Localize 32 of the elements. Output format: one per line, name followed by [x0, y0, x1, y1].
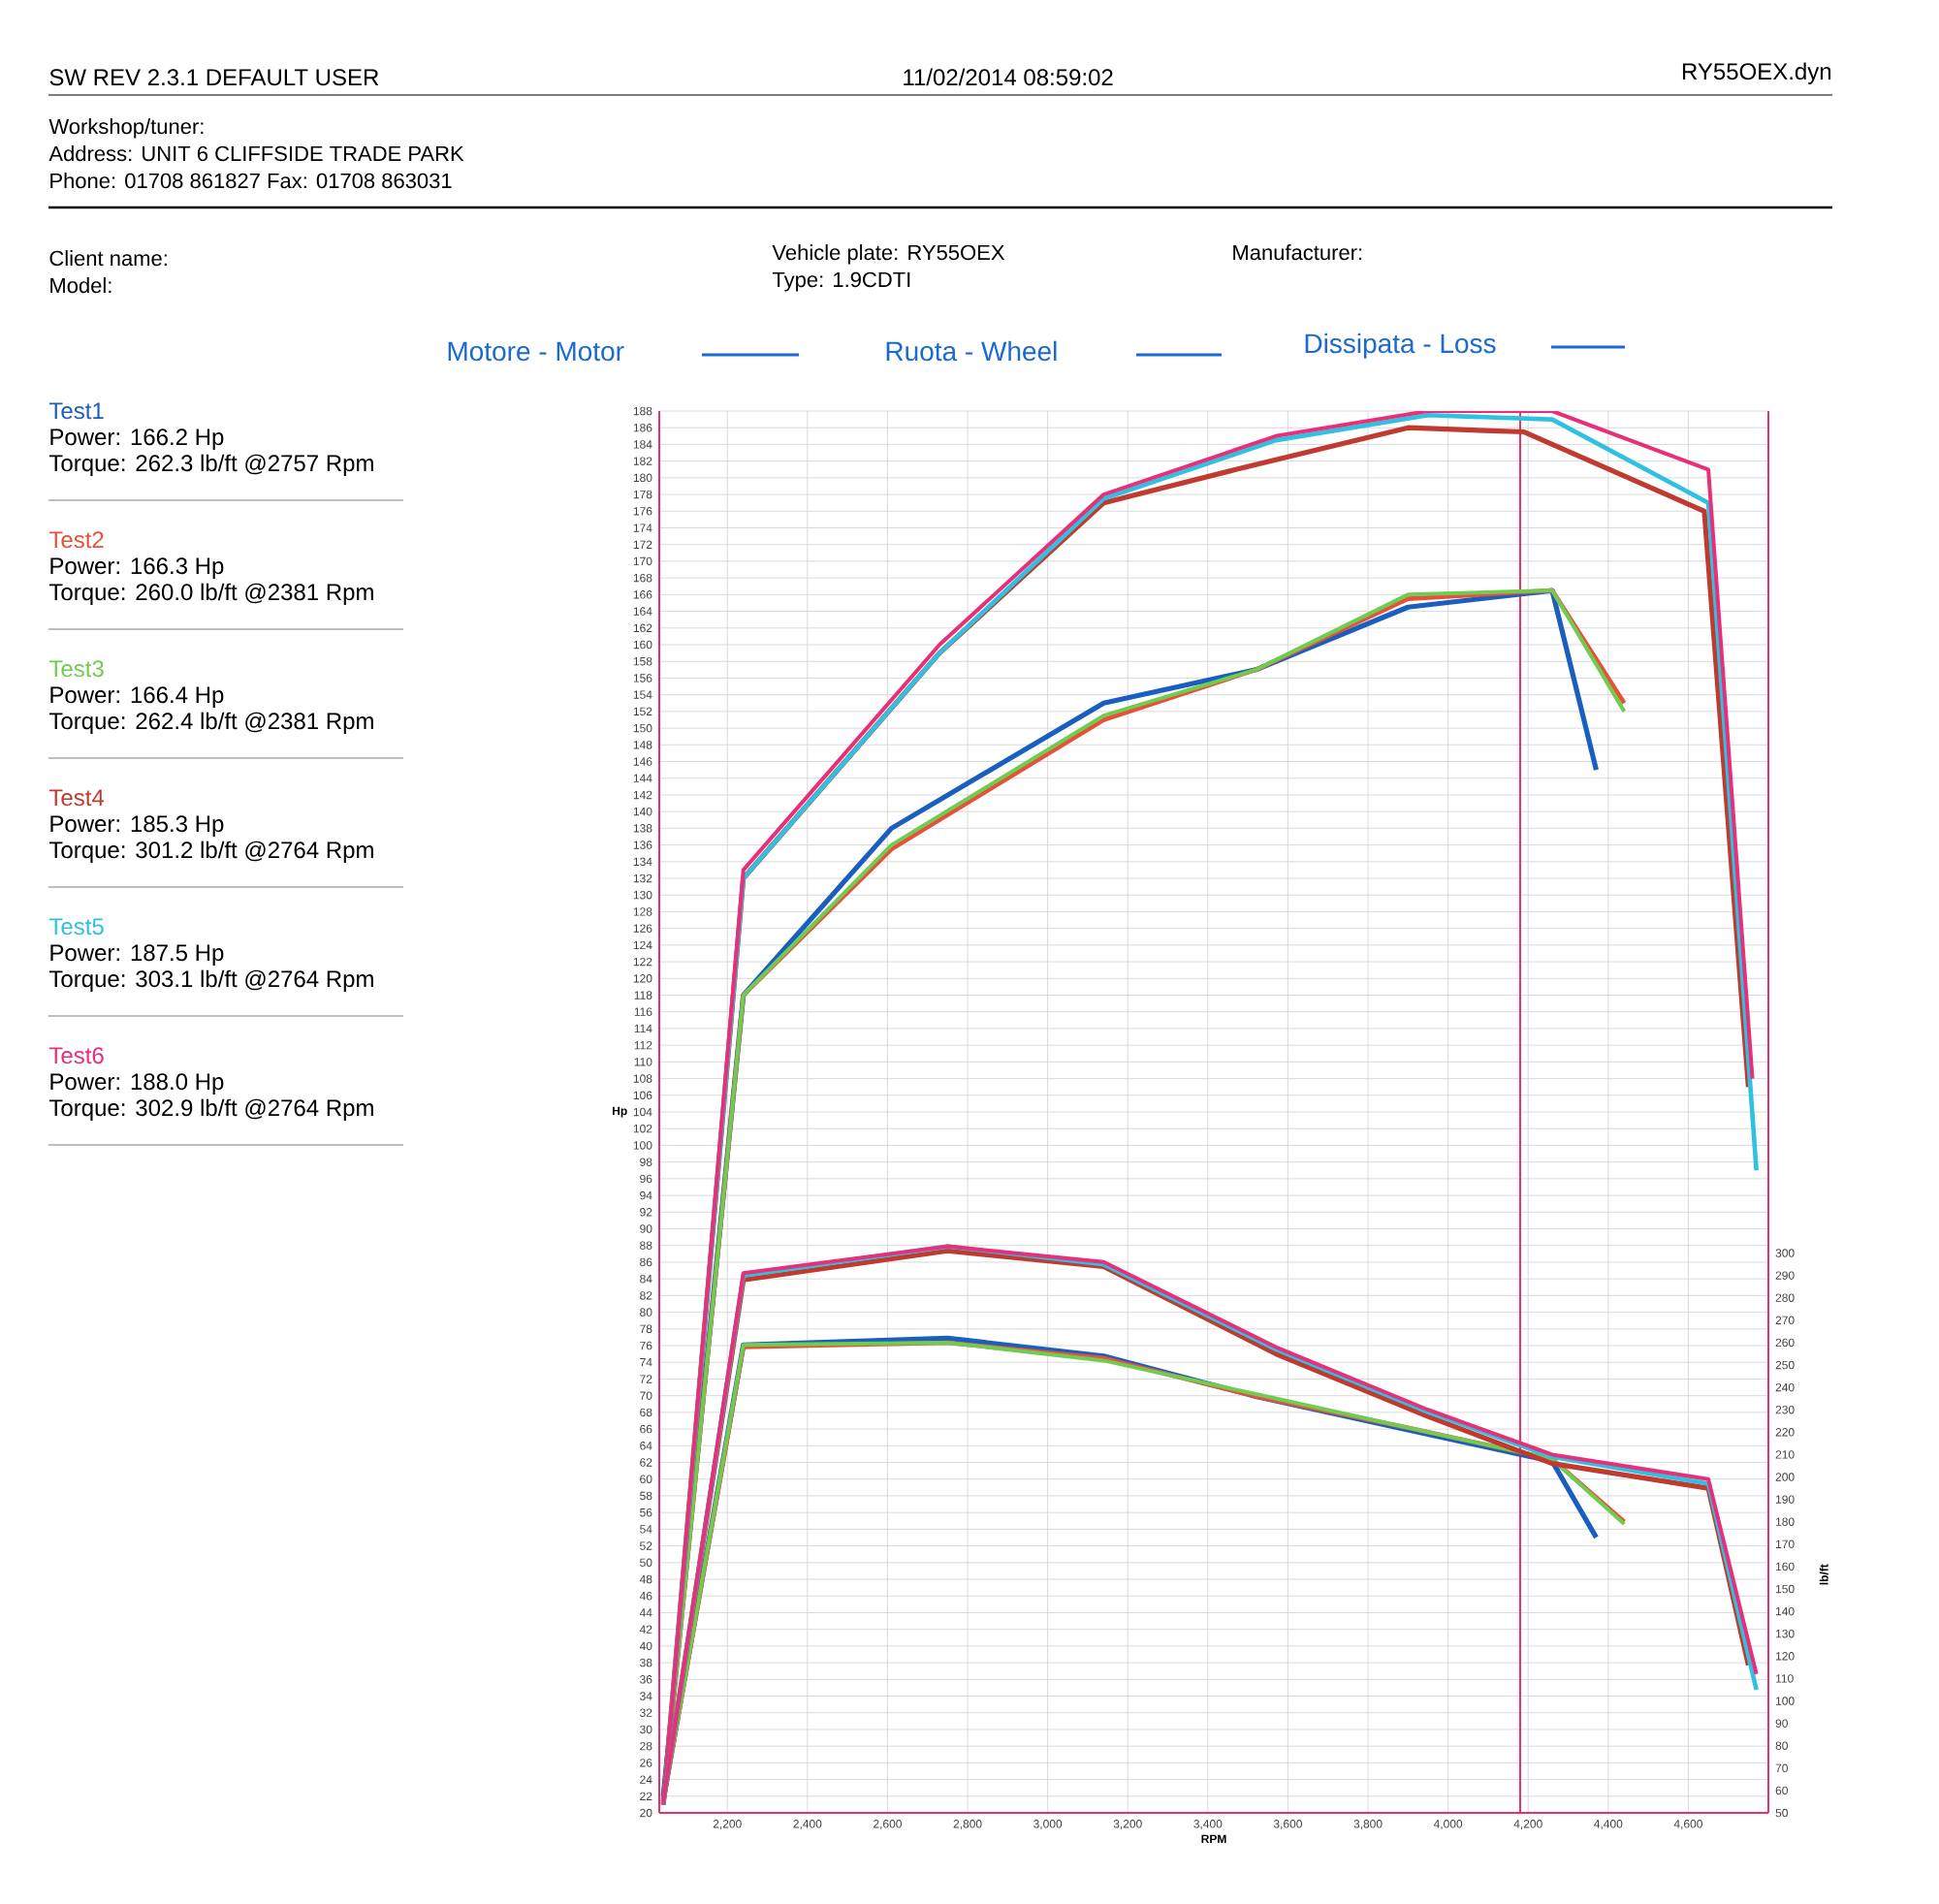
text: Power: 187.5 Hp — [50, 944, 224, 966]
text: Power: 185.3 Hp — [50, 815, 224, 837]
text: Manufacturer: — [1233, 244, 1362, 261]
text: Power: 166.2 Hp — [50, 428, 224, 450]
text: Torque: 262.4 lb/ft @2381 Rpm — [48, 712, 373, 734]
text: Power: 166.4 Hp — [50, 686, 224, 708]
text: Torque: 301.2 lb/ft @2764 Rpm — [48, 841, 373, 863]
text: 11/02/2014 08:59:02 — [904, 68, 1113, 86]
text: Test5 — [48, 918, 104, 936]
text: Power: 166.3 Hp — [50, 557, 224, 579]
text: Torque: 262.3 lb/ft @2757 Rpm — [48, 454, 373, 476]
text: Ruota - Wheel — [886, 340, 1057, 362]
text: Model: — [50, 277, 111, 294]
text: Test2 — [48, 531, 104, 549]
text: Test4 — [48, 789, 105, 807]
text: Address: UNIT 6 CLIFFSIDE TRADE PARK — [48, 145, 464, 162]
text: Torque: 303.1 lb/ft @2764 Rpm — [48, 969, 373, 992]
text: Power: 188.0 Hp — [50, 1073, 224, 1095]
text: Vehicle plate: RY55OEX — [772, 244, 1005, 265]
text: Test1 — [48, 402, 104, 420]
text: RY55OEX.dyn — [1682, 62, 1831, 84]
text: Torque: 260.0 lb/ft @2381 Rpm — [48, 583, 373, 605]
text: Phone: 01708 861827 Fax: 01708 863031 — [50, 173, 452, 189]
text: Dissipata - Loss — [1305, 333, 1496, 359]
text: Type: 1.9CDTI — [772, 271, 910, 292]
text: Test6 — [48, 1047, 104, 1064]
text: Motore - Motor — [448, 341, 624, 362]
text: Test3 — [48, 660, 104, 678]
text: Client name: — [49, 250, 167, 267]
text: Workshop/tuner: — [48, 118, 204, 139]
text: Torque: 302.9 lb/ft @2764 Rpm — [48, 1098, 373, 1121]
text: SW REV 2.3.1 DEFAULT USER — [49, 69, 379, 86]
